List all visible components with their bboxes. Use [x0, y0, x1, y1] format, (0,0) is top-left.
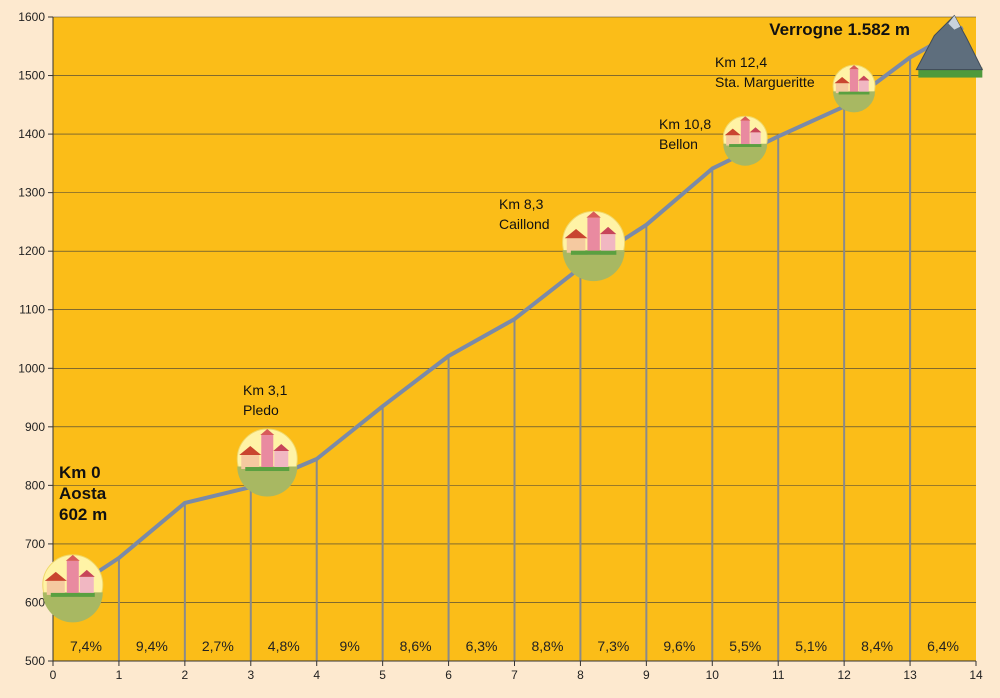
- waypoint-label-marguerite: Sta. Margueritte: [715, 74, 815, 90]
- x-tick-label: 14: [969, 668, 983, 682]
- waypoint-label-pledo: Km 3,1: [243, 382, 288, 398]
- waypoint-label-bellon: Km 10,8: [659, 116, 711, 132]
- y-tick-label: 700: [25, 537, 45, 551]
- x-tick-label: 13: [903, 668, 917, 682]
- gradient-label: 8,4%: [861, 638, 893, 654]
- axes: [48, 16, 977, 666]
- y-tick-label: 1600: [18, 10, 45, 24]
- waypoint-label-aosta: Aosta: [59, 484, 107, 503]
- y-tick-label: 1000: [18, 361, 45, 375]
- y-tick-label: 500: [25, 654, 45, 668]
- waypoint-label-caillond: Caillond: [499, 216, 550, 232]
- gradient-label: 9,6%: [663, 638, 695, 654]
- x-tick-label: 4: [313, 668, 320, 682]
- waypoint-icons: [42, 14, 984, 623]
- village-icon: [42, 554, 104, 623]
- x-tick-label: 9: [643, 668, 650, 682]
- gradient-label: 6,3%: [466, 638, 498, 654]
- waypoint-label-marguerite: Km 12,4: [715, 54, 767, 70]
- waypoint-label-pledo: Pledo: [243, 402, 279, 418]
- mountain-icon: [915, 14, 984, 78]
- gradient-label: 6,4%: [927, 638, 959, 654]
- x-tick-label: 1: [116, 668, 123, 682]
- y-tick-label: 1400: [18, 127, 45, 141]
- x-tick-label: 11: [772, 668, 785, 682]
- waypoint-labels: Km 0 Aosta 602 m Km 3,1 Pledo Km 8,3 Caillond K…: [59, 20, 910, 524]
- gradient-label: 7,4%: [70, 638, 102, 654]
- village-icon: [832, 64, 876, 113]
- y-tick-label: 600: [25, 595, 45, 609]
- km-lines: [117, 57, 912, 661]
- y-tick-label: 1300: [18, 186, 45, 200]
- x-tick-label: 3: [247, 668, 254, 682]
- waypoint-label-verrogne: Verrogne 1.582 m: [769, 20, 910, 39]
- tick-labels: 5006007008009001000110012001300140015001…: [18, 10, 983, 682]
- village-icon: [562, 210, 626, 282]
- y-tick-label: 800: [25, 478, 45, 492]
- waypoint-label-bellon: Bellon: [659, 136, 698, 152]
- y-tick-label: 1100: [19, 303, 45, 317]
- village-icon: [722, 115, 768, 166]
- village-icon: [236, 428, 298, 497]
- waypoint-label-aosta: Km 0: [59, 463, 101, 482]
- elevation-line: [51, 25, 964, 603]
- x-tick-label: 2: [182, 668, 189, 682]
- y-tick-label: 1500: [18, 69, 45, 83]
- x-tick-label: 10: [706, 668, 720, 682]
- gradient-label: 5,1%: [795, 638, 827, 654]
- gradient-label: 4,8%: [268, 638, 300, 654]
- x-tick-label: 12: [837, 668, 851, 682]
- y-tick-label: 1200: [18, 244, 45, 258]
- gradient-label: 7,3%: [597, 638, 629, 654]
- x-tick-label: 5: [379, 668, 386, 682]
- gradient-label: 8,8%: [532, 638, 564, 654]
- gradient-label: 9%: [340, 638, 360, 654]
- segment-gradient-labels: 7,4% 9,4% 2,7% 4,8% 9% 8,6% 6,3% 8,8% 7,3% 9,6% 5,…: [70, 638, 959, 654]
- waypoint-label-caillond: Km 8,3: [499, 196, 544, 212]
- gradient-label: 9,4%: [136, 638, 168, 654]
- x-tick-label: 6: [445, 668, 452, 682]
- grid-lines: [53, 16, 976, 603]
- gradient-label: 2,7%: [202, 638, 234, 654]
- x-tick-label: 0: [50, 668, 57, 682]
- waypoint-label-aosta: 602 m: [59, 505, 107, 524]
- x-tick-label: 7: [511, 668, 518, 682]
- gradient-label: 5,5%: [729, 638, 761, 654]
- y-tick-label: 900: [25, 420, 45, 434]
- x-tick-label: 8: [577, 668, 584, 682]
- gradient-label: 8,6%: [400, 638, 432, 654]
